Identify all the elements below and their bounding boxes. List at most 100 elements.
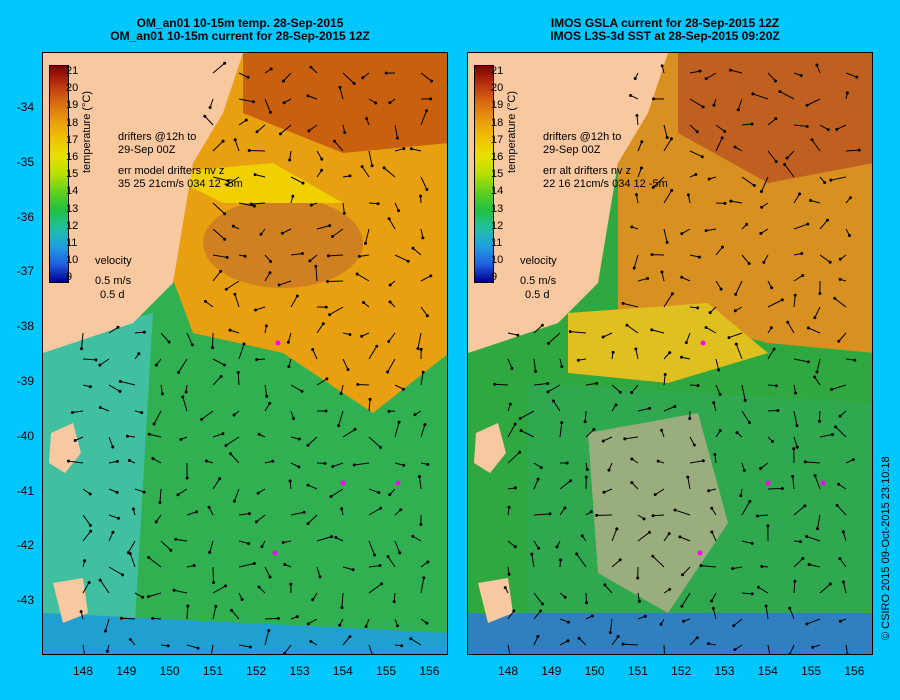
velocity-arrow-head — [723, 201, 727, 205]
velocity-arrow — [622, 302, 639, 308]
drifter-marker — [340, 480, 346, 486]
velocity-arrow — [830, 176, 847, 181]
velocity-arrow-head — [387, 339, 391, 343]
velocity-arrow — [210, 644, 214, 654]
velocity-arrow-head — [694, 173, 698, 177]
velocity-arrow-head — [762, 260, 766, 264]
velocity-arrow — [732, 566, 743, 570]
velocity-arrow-head — [211, 346, 215, 350]
velocity-arrow — [127, 540, 136, 553]
velocity-arrow-head — [792, 447, 796, 451]
velocity-arrow-head — [698, 69, 702, 73]
velocity-arrow — [420, 275, 432, 282]
velocity-arrow — [412, 535, 422, 542]
velocity-arrow — [663, 228, 668, 243]
velocity-arrow-head — [828, 582, 832, 586]
velocity-arrow — [368, 150, 373, 166]
velocity-arrow — [793, 505, 806, 516]
left-velocity-label: velocity — [95, 255, 132, 267]
velocity-arrow — [412, 247, 422, 256]
velocity-arrow-head — [546, 341, 550, 345]
velocity-arrow-head — [546, 381, 550, 385]
velocity-arrow-head — [421, 236, 425, 240]
velocity-arrow — [633, 254, 639, 269]
velocity-arrow — [842, 531, 847, 542]
velocity-arrow-head — [601, 335, 605, 339]
velocity-arrow-head — [309, 640, 313, 644]
x-axis-tick-label: 156 — [419, 664, 440, 678]
velocity-arrow-head — [300, 389, 304, 393]
velocity-arrow-head — [353, 427, 357, 431]
velocity-arrow-head — [786, 320, 790, 324]
velocity-arrow — [611, 636, 619, 646]
velocity-arrow — [779, 91, 795, 100]
velocity-arrow — [814, 376, 821, 386]
velocity-arrow — [507, 358, 513, 369]
velocity-arrow-head — [352, 463, 356, 467]
velocity-arrow-head — [98, 363, 102, 367]
colorbar-tick-label: 17 — [491, 133, 504, 146]
velocity-arrow-head — [748, 499, 752, 503]
velocity-arrow-head — [791, 474, 795, 478]
x-axis-tick-label: 155 — [376, 664, 397, 678]
drifter-marker — [820, 480, 826, 486]
velocity-arrow-head — [697, 255, 701, 259]
velocity-arrow-head — [79, 610, 83, 614]
velocity-arrow-head — [546, 390, 550, 394]
velocity-arrow — [383, 167, 396, 178]
velocity-arrow — [420, 372, 424, 386]
y-axis-tick-label: -35 — [16, 154, 34, 169]
velocity-arrow-head — [589, 510, 593, 514]
velocity-arrow — [307, 484, 318, 490]
velocity-arrow — [767, 644, 771, 654]
velocity-arrow-head — [577, 636, 581, 640]
velocity-arrow-head — [651, 97, 655, 101]
velocity-arrow — [730, 69, 743, 74]
velocity-arrow — [663, 190, 673, 204]
velocity-arrow — [308, 618, 318, 625]
velocity-arrow-head — [707, 177, 711, 181]
velocity-arrow-head — [774, 160, 778, 164]
right-drifters-legend: drifters @12h to 29-Sep 00Z — [543, 131, 622, 156]
velocity-arrow-head — [857, 148, 861, 152]
velocity-arrow-head — [563, 595, 567, 599]
velocity-arrow — [687, 477, 691, 490]
velocity-arrow-head — [397, 209, 401, 213]
velocity-arrow — [284, 644, 292, 654]
velocity-arrow-head — [623, 437, 627, 441]
velocity-arrow-head — [297, 465, 301, 469]
velocity-arrow — [611, 384, 621, 393]
velocity-arrow-head — [707, 489, 711, 493]
velocity-arrow-head — [425, 187, 429, 191]
velocity-arrow — [818, 410, 821, 422]
velocity-arrow-head — [88, 385, 92, 389]
velocity-arrow — [334, 140, 344, 152]
velocity-arrow-head — [306, 94, 310, 98]
velocity-arrow-head — [246, 75, 250, 79]
velocity-arrow-head — [283, 651, 287, 654]
velocity-arrow-head — [750, 592, 754, 596]
velocity-arrow-head — [815, 527, 819, 531]
velocity-arrow-head — [323, 461, 327, 465]
velocity-arrow-head — [248, 645, 252, 649]
velocity-arrow-head — [630, 481, 634, 485]
velocity-arrow-head — [228, 452, 232, 456]
velocity-arrow — [547, 384, 561, 393]
velocity-arrow — [689, 254, 700, 258]
velocity-arrow — [637, 167, 642, 178]
velocity-arrow-head — [729, 199, 733, 203]
velocity-arrow — [533, 636, 539, 646]
velocity-arrow-head — [320, 157, 324, 161]
velocity-arrow-head — [268, 271, 272, 275]
velocity-arrow — [105, 618, 110, 632]
drifter-marker — [697, 550, 703, 556]
velocity-arrow-head — [660, 428, 664, 432]
velocity-arrow-head — [830, 387, 834, 391]
velocity-arrow — [689, 70, 701, 74]
velocity-arrow — [212, 254, 228, 258]
velocity-arrow-head — [247, 512, 251, 516]
velocity-arrow — [585, 429, 595, 438]
velocity-arrow — [819, 254, 831, 263]
velocity-arrow-head — [355, 272, 359, 276]
velocity-arrow-head — [615, 527, 619, 531]
